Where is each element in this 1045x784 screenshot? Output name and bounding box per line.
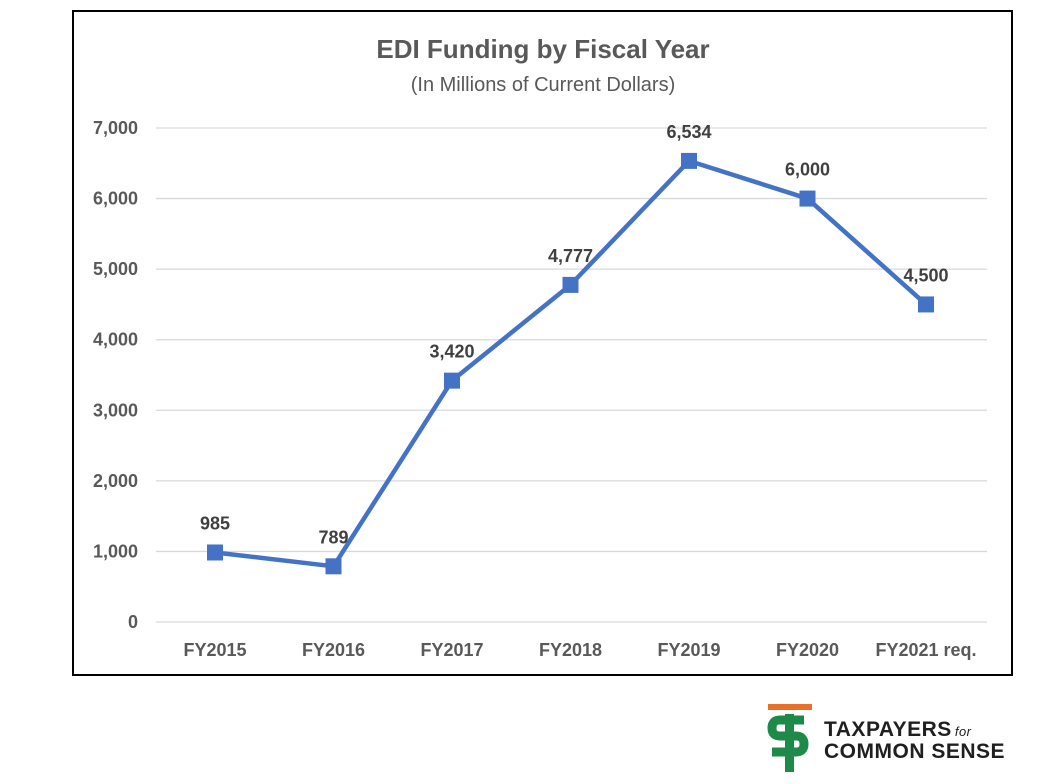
y-tick-label: 0	[128, 612, 138, 632]
chart-subtitle: (In Millions of Current Dollars)	[411, 74, 676, 96]
logo-line-1: TAXPAYERS for	[824, 718, 972, 742]
series-line	[214, 158, 928, 569]
data-label: 789	[318, 527, 348, 547]
logo-line-2: COMMON SENSE	[824, 740, 1006, 763]
y-tick-label: 2,000	[93, 471, 138, 491]
data-label: 4,777	[548, 246, 593, 266]
data-label: 4,500	[903, 265, 948, 285]
y-tick-label: 3,000	[93, 400, 138, 420]
y-axis-ticks: 0 1,000 2,000 3,000 4,000 5,000 6,000 7,000	[93, 118, 138, 632]
taxpayers-logo: TAXPAYERS for COMMON SENSE	[766, 704, 1026, 774]
logo-word-for: for	[954, 724, 972, 739]
chart-title: EDI Funding by Fiscal Year	[376, 34, 709, 64]
chart-frame	[72, 10, 1013, 676]
y-tick-label: 7,000	[93, 118, 138, 138]
taxpayers-logo-icon	[767, 704, 812, 772]
data-point-marker	[325, 558, 342, 575]
data-point-marker	[918, 296, 934, 313]
data-labels: 985 789 3,420 4,777 6,534 6,000 4,500	[200, 122, 949, 547]
data-label: 985	[200, 513, 230, 533]
gridlines	[156, 127, 987, 623]
x-tick-label: FY2016	[302, 640, 365, 660]
x-tick-label: FY2015	[183, 640, 246, 660]
x-axis-ticks: FY2015 FY2016 FY2017 FY2018 FY2019 FY2020 FY20…	[183, 640, 976, 660]
x-tick-label: FY2017	[420, 640, 483, 660]
x-tick-label: FY2020	[776, 640, 839, 660]
logo-word-taxpayers: TAXPAYERS	[824, 718, 952, 741]
data-label: 6,000	[785, 160, 830, 180]
data-label: 6,534	[666, 122, 711, 142]
y-tick-label: 1,000	[93, 541, 138, 561]
x-tick-label: FY2018	[539, 640, 602, 660]
data-point-marker	[207, 544, 223, 561]
data-point-marker	[562, 276, 579, 293]
data-label: 3,420	[429, 342, 474, 362]
y-tick-label: 5,000	[93, 259, 138, 279]
y-tick-label: 6,000	[93, 189, 138, 209]
data-point-marker	[681, 152, 697, 169]
x-tick-label: FY2019	[657, 640, 720, 660]
y-tick-label: 4,000	[93, 330, 138, 350]
data-point-marker	[799, 190, 816, 207]
series-group	[207, 152, 934, 575]
x-tick-label: FY2021 req.	[875, 640, 976, 660]
data-point-marker	[444, 372, 460, 389]
